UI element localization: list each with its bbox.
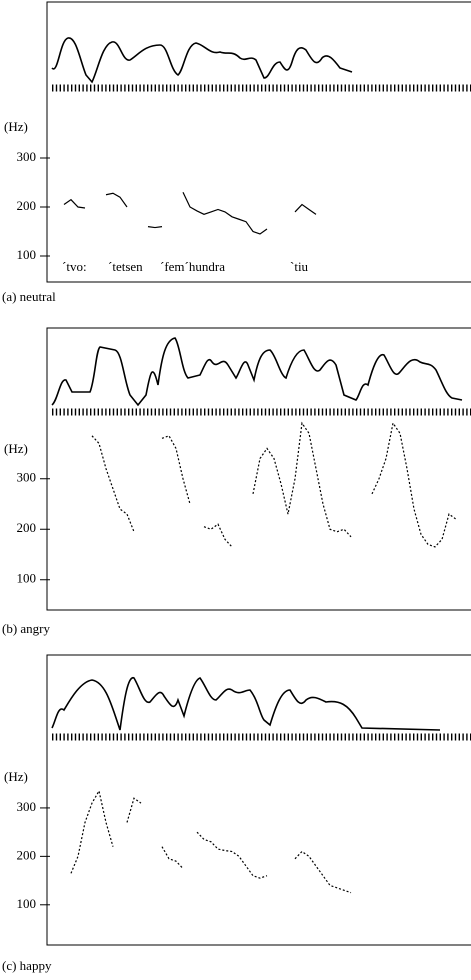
pitch-contour <box>63 192 317 235</box>
syllable-label: ´fem´hundra <box>160 259 225 274</box>
y-tick-label: 100 <box>17 247 37 262</box>
panel-frame <box>46 327 471 611</box>
intensity-envelope <box>51 677 441 731</box>
panel-caption: (b) angry <box>2 621 51 636</box>
y-axis-label: (Hz) <box>4 119 28 134</box>
intensity-envelope <box>51 337 463 407</box>
syllable-label: `tiu <box>290 259 309 274</box>
syllable-label: ´tetsen <box>108 259 143 274</box>
pitch-contour <box>91 421 457 548</box>
y-tick-label: 100 <box>17 896 37 911</box>
y-tick-label: 100 <box>17 571 37 586</box>
y-axis-label: (Hz) <box>4 441 28 456</box>
panel-frame <box>46 1 471 283</box>
pitch-contour <box>70 789 352 894</box>
panel-caption: (c) happy <box>2 958 52 973</box>
y-tick-label: 200 <box>17 847 37 862</box>
y-tick-label: 300 <box>17 149 37 164</box>
y-tick-label: 300 <box>17 470 37 485</box>
y-axis-label: (Hz) <box>4 769 28 784</box>
panel-frame <box>46 654 471 946</box>
y-tick-label: 200 <box>17 520 37 535</box>
syllable-label: ´tvo: <box>62 259 87 274</box>
panel-caption: (a) neutral <box>2 289 56 304</box>
y-tick-label: 300 <box>17 799 37 814</box>
intensity-envelope <box>51 37 353 84</box>
y-tick-label: 200 <box>17 198 37 213</box>
